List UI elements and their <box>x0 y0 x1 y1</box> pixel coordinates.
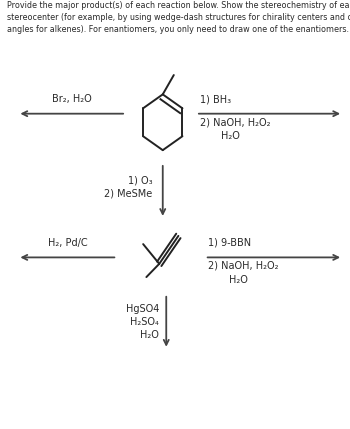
Text: H₂O: H₂O <box>220 131 239 141</box>
Text: 2) MeSMe: 2) MeSMe <box>104 188 152 198</box>
Text: H₂O: H₂O <box>140 329 159 340</box>
Text: 1) O₃: 1) O₃ <box>128 175 152 185</box>
Text: stereocenter (for example, by using wedge-dash structures for chirality centers : stereocenter (for example, by using wedg… <box>7 13 350 22</box>
Text: HgSO4: HgSO4 <box>126 304 159 314</box>
Text: H₂O: H₂O <box>229 275 248 284</box>
Text: Provide the major product(s) of each reaction below. Show the stereochemistry of: Provide the major product(s) of each rea… <box>7 1 350 10</box>
Text: Br₂, H₂O: Br₂, H₂O <box>52 94 92 104</box>
Text: 1) 9-BBN: 1) 9-BBN <box>208 238 251 248</box>
Text: H₂SO₄: H₂SO₄ <box>130 317 159 327</box>
Text: 1) BH₃: 1) BH₃ <box>199 94 231 104</box>
Text: angles for alkenes). For enantiomers, you only need to draw one of the enantiome: angles for alkenes). For enantiomers, yo… <box>7 25 349 34</box>
Text: H₂, Pd/C: H₂, Pd/C <box>48 238 87 248</box>
Text: 2) NaOH, H₂O₂: 2) NaOH, H₂O₂ <box>199 117 270 127</box>
Text: 2) NaOH, H₂O₂: 2) NaOH, H₂O₂ <box>208 261 279 271</box>
